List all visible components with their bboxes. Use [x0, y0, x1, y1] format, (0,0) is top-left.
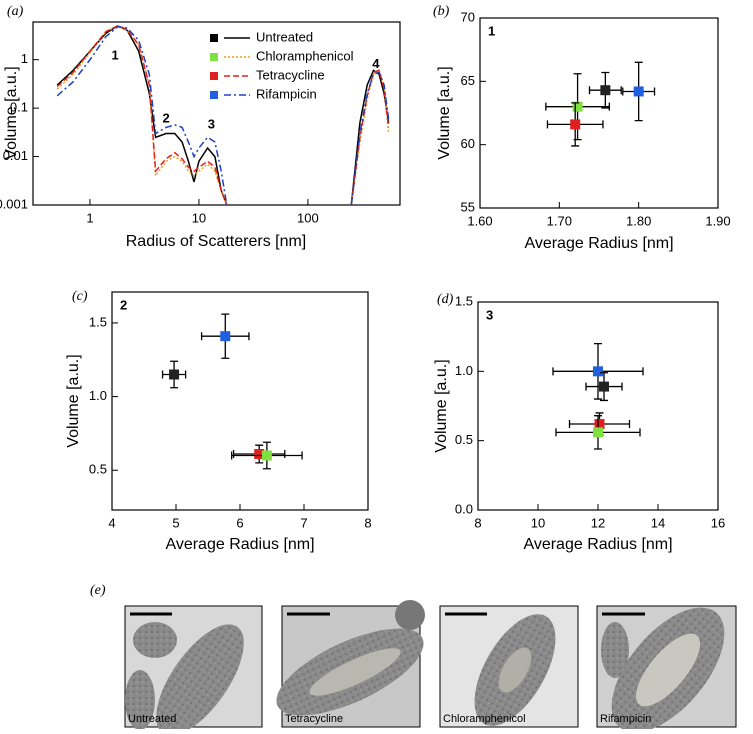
y-tick-label: 0.5	[89, 462, 107, 477]
x-tick-label: 6	[236, 515, 243, 530]
series-line	[56, 24, 390, 205]
x-axis-label: Average Radius [nm]	[524, 235, 673, 252]
y-tick-label: 70	[461, 9, 475, 24]
x-axis-label: Radius of Scatterers [nm]	[126, 233, 307, 250]
legend-marker	[210, 53, 218, 61]
y-tick-label: 1	[21, 51, 28, 66]
y-tick-label: 1.0	[89, 388, 107, 403]
series-line	[56, 24, 390, 205]
panel-label: (c)	[72, 289, 88, 304]
point	[599, 381, 609, 392]
panel-label: (a)	[7, 4, 24, 19]
series-line	[56, 25, 390, 205]
plot-frame	[111, 291, 369, 511]
legend-label: Untreated	[256, 29, 313, 44]
y-tick-label: 1.0	[455, 363, 473, 378]
x-tick-label: 16	[711, 515, 725, 530]
plot-frame	[32, 21, 401, 206]
point	[593, 366, 603, 377]
legend-label: Rifampicin	[256, 86, 317, 101]
plot-area	[56, 24, 390, 205]
panel-label: (d)	[437, 292, 454, 307]
y-tick-label: 0.1	[10, 100, 28, 115]
y-tick-label: 1.5	[455, 293, 473, 308]
x-tick-label: 1	[86, 210, 93, 225]
legend-marker	[210, 34, 218, 42]
plot-frame	[477, 301, 719, 511]
y-axis-label: Volume [a.u.]	[436, 66, 453, 159]
x-tick-label: 5	[172, 515, 179, 530]
x-tick-label: 12	[591, 515, 605, 530]
point	[594, 419, 605, 430]
image-caption: Tetracycline	[285, 713, 343, 725]
y-axis-label: Volume [a.u.]	[65, 354, 82, 447]
x-tick-label: 7	[300, 515, 307, 530]
x-tick-label: 10	[192, 210, 206, 225]
x-tick-label: 10	[531, 515, 545, 530]
y-tick-label: 60	[461, 136, 475, 151]
micrograph	[276, 600, 425, 728]
micrograph	[124, 605, 263, 734]
y-tick-label: 55	[461, 199, 475, 214]
image-caption: Untreated	[128, 713, 176, 725]
panel-label: (b)	[433, 4, 450, 19]
x-tick-label: 14	[651, 515, 665, 530]
point	[220, 331, 231, 342]
y-tick-label: 1.5	[89, 314, 107, 329]
y-tick-label: 0.0	[455, 501, 473, 516]
annotation: 1	[488, 23, 495, 38]
x-tick-label: 100	[297, 210, 319, 225]
point	[570, 119, 581, 130]
y-tick-label: 65	[461, 73, 475, 88]
point	[261, 450, 272, 461]
plot-frame	[479, 17, 719, 209]
point	[254, 449, 265, 460]
y-tick-label: 0.01	[3, 148, 28, 163]
legend-marker	[210, 91, 218, 99]
y-tick-label: 0.001	[0, 196, 28, 211]
image-caption: Chloramphenicol	[443, 713, 526, 725]
legend-label: Chloramphenicol	[256, 48, 354, 63]
image-caption: Rifampicin	[600, 713, 651, 725]
x-tick-label: 1.90	[705, 213, 730, 228]
y-axis-label: Volume [a.u.]	[433, 359, 450, 452]
panel-label: (e)	[90, 583, 106, 598]
y-tick-label: 0.5	[455, 432, 473, 447]
annotation: 4	[372, 56, 380, 71]
point	[169, 369, 180, 380]
x-tick-label: 1.70	[547, 213, 572, 228]
micrograph	[439, 605, 579, 728]
point	[593, 427, 603, 438]
x-tick-label: 8	[364, 515, 371, 530]
legend-label: Tetracycline	[256, 67, 325, 82]
x-axis-label: Average Radius [nm]	[165, 536, 314, 553]
point	[600, 85, 611, 96]
micrograph	[596, 605, 737, 733]
annotation: 2	[120, 297, 127, 312]
annotation: 1	[111, 47, 118, 62]
legend-marker	[210, 72, 218, 80]
point	[572, 101, 583, 112]
x-tick-label: 1.60	[467, 213, 492, 228]
y-axis-label: Volume [a.u.]	[3, 66, 20, 159]
x-tick-label: 8	[474, 515, 481, 530]
annotation: 3	[486, 307, 493, 322]
x-axis-label: Average Radius [nm]	[523, 536, 672, 553]
annotation: 3	[208, 116, 215, 131]
point	[633, 86, 644, 97]
x-tick-label: 1.80	[626, 213, 651, 228]
annotation: 2	[163, 110, 170, 125]
x-tick-label: 4	[108, 515, 115, 530]
